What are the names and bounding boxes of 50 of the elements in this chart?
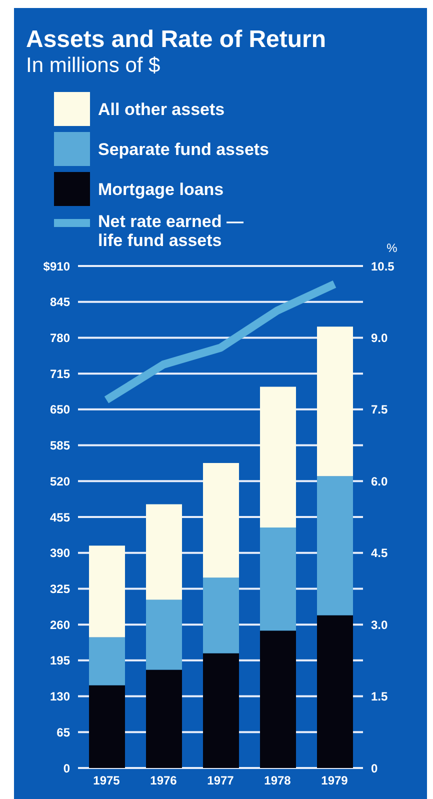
y2-tick-label: 4.5: [371, 546, 388, 560]
bar: [146, 504, 182, 600]
bar: [317, 615, 353, 768]
bar: [317, 476, 353, 616]
y-tick-label: $910: [43, 259, 70, 274]
y-tick-label: 780: [50, 330, 70, 345]
bar: [146, 670, 182, 768]
y2-tick-label: 1.5: [371, 690, 388, 704]
legend-label: Net rate earned — life fund assets: [98, 212, 244, 250]
chart-subtitle: In millions of $: [25, 54, 162, 78]
y-tick-label: 390: [50, 546, 70, 560]
x-tick-label: 1976: [150, 774, 178, 788]
y2-tick-label: 10.5: [371, 259, 395, 274]
y2-axis-title: %: [386, 241, 398, 255]
y2-tick-label: 9.0: [371, 330, 388, 345]
x-tick-label: 1978: [264, 774, 292, 788]
bar: [203, 462, 239, 578]
legend-label: Separate fund assets: [98, 140, 270, 158]
bar: [89, 546, 125, 638]
x-tick-label: 1979: [321, 774, 348, 788]
y-tick-label: 585: [50, 438, 70, 453]
bar: [260, 527, 296, 631]
bar: [203, 653, 239, 768]
y-tick-label: 195: [50, 654, 70, 668]
bar: [89, 637, 125, 686]
y2-tick-label: 3.0: [371, 618, 388, 632]
bar: [203, 578, 239, 654]
y2-tick-label: 0: [371, 761, 378, 776]
bar: [317, 326, 353, 476]
y-tick-label: 520: [50, 474, 70, 488]
bar: [260, 386, 296, 528]
bar: [146, 600, 182, 670]
y-tick-label: 65: [56, 725, 70, 740]
y-tick-label: 650: [50, 402, 70, 417]
x-tick-label: 1975: [93, 774, 120, 788]
y-tick-label: 325: [50, 582, 70, 596]
y-tick-label: 130: [50, 690, 70, 704]
y-tick-label: 0: [63, 761, 70, 776]
legend-label: Mortgage loans: [98, 180, 224, 198]
chart-title: Assets and Rate of Return: [25, 26, 328, 54]
bar: [260, 630, 296, 768]
y-tick-label: 455: [50, 510, 70, 524]
x-tick-label: 1977: [207, 774, 234, 788]
y-tick-label: 260: [50, 618, 70, 632]
y-tick-label: 845: [50, 295, 70, 310]
y2-tick-label: 7.5: [371, 402, 388, 417]
bar: [89, 685, 125, 768]
y-tick-label: 715: [50, 366, 70, 381]
y2-tick-label: 6.0: [371, 474, 388, 488]
legend-label: All other assets: [98, 100, 225, 118]
